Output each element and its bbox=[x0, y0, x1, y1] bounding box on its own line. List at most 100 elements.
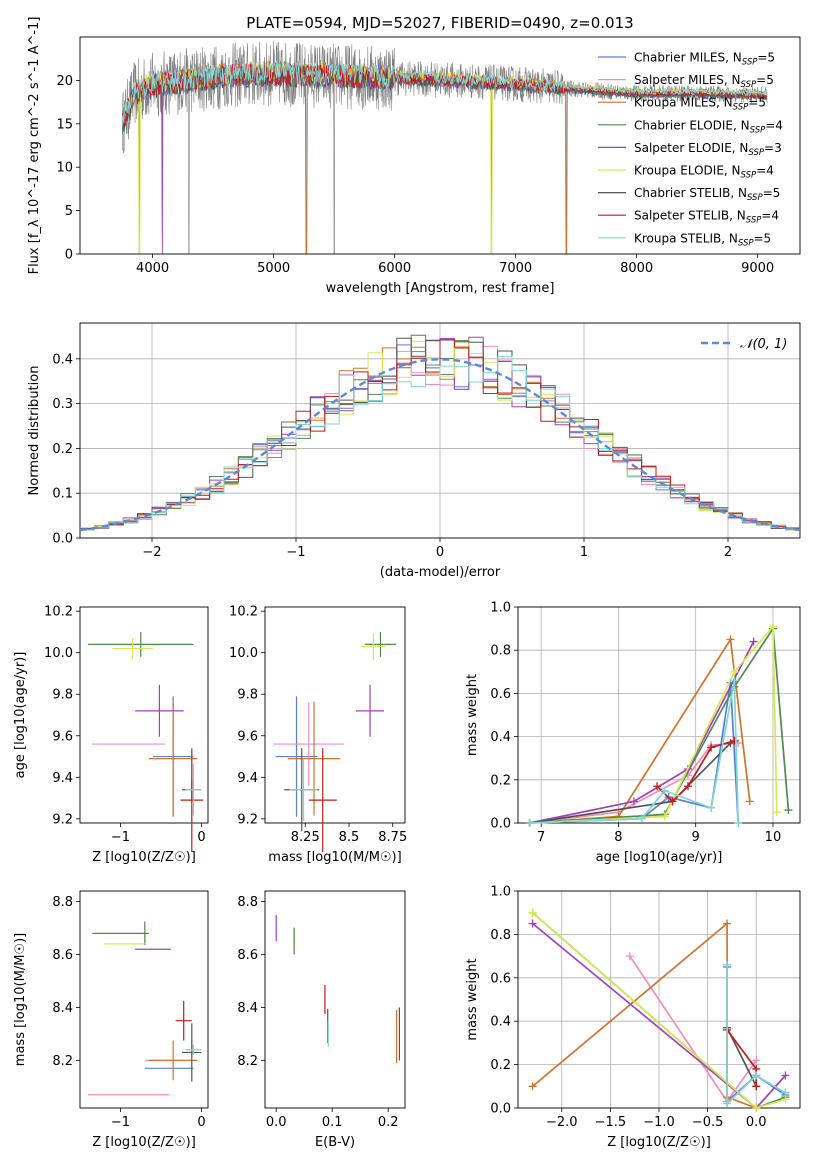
y-tick-label: 9.6 bbox=[237, 729, 258, 744]
y-tick-label: 8.8 bbox=[237, 895, 258, 910]
x-axis-label: Z [log10(Z/Z☉)] bbox=[92, 1135, 196, 1150]
y-tick-label: 0.4 bbox=[490, 1015, 511, 1030]
y-tick-label: 9.2 bbox=[237, 812, 258, 827]
errorbar-point-5 bbox=[112, 638, 153, 659]
errorbar-point-5 bbox=[361, 632, 386, 660]
errorbar-point-4 bbox=[356, 684, 384, 737]
weight_vs_age-frame bbox=[517, 606, 801, 824]
errorbar-point-7 bbox=[308, 748, 337, 853]
y-tick-label: 0.4 bbox=[52, 352, 73, 367]
age_vs_Z-points bbox=[88, 631, 204, 853]
x-tick-label: 2 bbox=[724, 545, 732, 560]
residuals-frame bbox=[79, 322, 801, 539]
weight-line-8 bbox=[529, 680, 740, 824]
x-tick-label: 7 bbox=[537, 830, 545, 845]
y-tick-label: 0.4 bbox=[490, 730, 511, 745]
x-tick-label: −2.0 bbox=[546, 1115, 578, 1130]
x-tick-label: −0.5 bbox=[692, 1115, 724, 1130]
weight-marker bbox=[707, 743, 716, 752]
residual-histograms: 𝒩(0, 1) bbox=[79, 334, 801, 532]
weight-marker bbox=[683, 782, 692, 791]
x-tick-label: 0.0 bbox=[266, 1115, 287, 1130]
x-tick-label: 8.75 bbox=[378, 830, 407, 845]
y-axis-label: Flux [f_λ 10^-17 erg cm^-2 s^-1 A^-1] bbox=[27, 17, 42, 275]
weight-marker bbox=[723, 1099, 732, 1108]
errorbar-point-8 bbox=[182, 1023, 202, 1082]
x-axis-label: mass [log10(M/M☉)] bbox=[268, 850, 401, 865]
y-tick-label: 0.3 bbox=[52, 397, 73, 412]
y-tick-label: 10.0 bbox=[44, 646, 73, 661]
y-tick-label: 8.2 bbox=[52, 1054, 73, 1069]
weight_vs_age-lines bbox=[525, 622, 793, 827]
errorbar-point-3 bbox=[148, 1040, 198, 1081]
y-tick-label: 0.6 bbox=[490, 687, 511, 702]
legend-label: Salpeter STELIB, NSSP=4 bbox=[634, 209, 779, 226]
weight-marker bbox=[730, 667, 739, 676]
x-tick-label: 9000 bbox=[741, 261, 774, 276]
y-tick-label: 0 bbox=[65, 248, 73, 263]
legend-label: Chabrier MILES, NSSP=5 bbox=[634, 51, 775, 68]
y-tick-label: 15 bbox=[56, 117, 73, 132]
residual-histogram-7 bbox=[80, 339, 800, 530]
weight-marker bbox=[660, 786, 669, 795]
weight_vs_Z-frame bbox=[517, 890, 801, 1109]
x-tick-label: 1 bbox=[580, 545, 588, 560]
x-tick-label: 0.0 bbox=[746, 1115, 767, 1130]
y-axis-label: mass [log10(M/M☉)] bbox=[13, 933, 28, 1066]
mass_vs_Z-axes: −1 0 8.2 8.4 8.6 8.8 Z [log10(Z/Z☉)] mass [log1… bbox=[13, 890, 209, 1150]
x-tick-label: 8000 bbox=[620, 261, 653, 276]
y-tick-label: 10 bbox=[56, 161, 73, 176]
weight-marker bbox=[730, 736, 739, 745]
weight-marker bbox=[784, 806, 793, 815]
mass_vs_Z-frame bbox=[79, 890, 209, 1109]
x-tick-label: 6000 bbox=[378, 261, 411, 276]
x-axis-label: Z [log10(Z/Z☉)] bbox=[607, 1135, 711, 1150]
y-tick-label: 9.4 bbox=[237, 771, 258, 786]
errorbar-point-7 bbox=[180, 748, 204, 853]
y-tick-label: 8.2 bbox=[237, 1054, 258, 1069]
weight-marker bbox=[781, 1088, 790, 1097]
y-tick-label: 8.8 bbox=[52, 895, 73, 910]
errorbar-point-3 bbox=[364, 631, 397, 657]
mass_vs_ebv-points bbox=[275, 914, 400, 1064]
weight-marker bbox=[726, 635, 735, 644]
x-tick-label: 0.1 bbox=[322, 1115, 343, 1130]
y-tick-label: 0.1 bbox=[52, 487, 73, 502]
mass_vs_ebv-frame bbox=[264, 890, 406, 1109]
weight-marker bbox=[745, 797, 754, 806]
weight-marker bbox=[653, 782, 662, 791]
weight-marker bbox=[660, 812, 669, 821]
age_vs_mass-axes: 8.25 8.5 8.75 9.2 9.4 9.6 9.8 10.0 10.2 mass [log… bbox=[229, 605, 407, 865]
weight-marker bbox=[772, 808, 781, 817]
weight-marker bbox=[730, 676, 739, 685]
y-tick-label: 9.4 bbox=[52, 771, 73, 786]
weight-marker bbox=[723, 960, 732, 969]
weight-marker bbox=[625, 952, 634, 961]
weight-marker bbox=[528, 919, 537, 928]
weight_vs_Z-lines bbox=[528, 908, 790, 1112]
x-axis-label: wavelength [Angstrom, rest frame] bbox=[326, 281, 555, 296]
weight-marker bbox=[749, 637, 758, 646]
y-tick-label: 1.0 bbox=[490, 601, 511, 616]
y-axis-label: age [log10(age/yr)] bbox=[13, 652, 28, 779]
y-tick-label: 8.6 bbox=[52, 948, 73, 963]
spectrum-legend: Chabrier MILES, NSSP=5 Salpeter MILES, NS… bbox=[598, 51, 783, 248]
weight-marker bbox=[734, 819, 743, 827]
weight_vs_age-axes: 7 8 9 10 0.0 0.2 0.4 0.6 0.8 1.0 age [log10(age/yr… bbox=[465, 601, 801, 865]
legend-label: Chabrier STELIB, NSSP=5 bbox=[634, 186, 780, 203]
errorbar-point-1 bbox=[273, 702, 344, 786]
weight-marker bbox=[707, 803, 716, 812]
y-tick-label: 10.0 bbox=[229, 646, 258, 661]
weight-line-2 bbox=[529, 636, 751, 824]
errorbar-point-2 bbox=[148, 701, 198, 816]
y-tick-label: 10.2 bbox=[229, 605, 258, 620]
x-tick-label: −1 bbox=[111, 830, 130, 845]
weight-line-8 bbox=[726, 964, 786, 1106]
figure-title: PLATE=0594, MJD=52027, FIBERID=0490, z=0… bbox=[246, 14, 633, 32]
y-tick-label: 0.0 bbox=[52, 532, 73, 547]
errorbar-point-0 bbox=[275, 696, 318, 817]
x-tick-label: −1.5 bbox=[595, 1115, 627, 1130]
weight-marker bbox=[752, 1071, 761, 1080]
weight_vs_Z-axes: −2.0 −1.5 −1.0 −0.5 0.0 0.0 0.2 0.4 0.6 0.8 1.0 Z [… bbox=[465, 885, 801, 1150]
